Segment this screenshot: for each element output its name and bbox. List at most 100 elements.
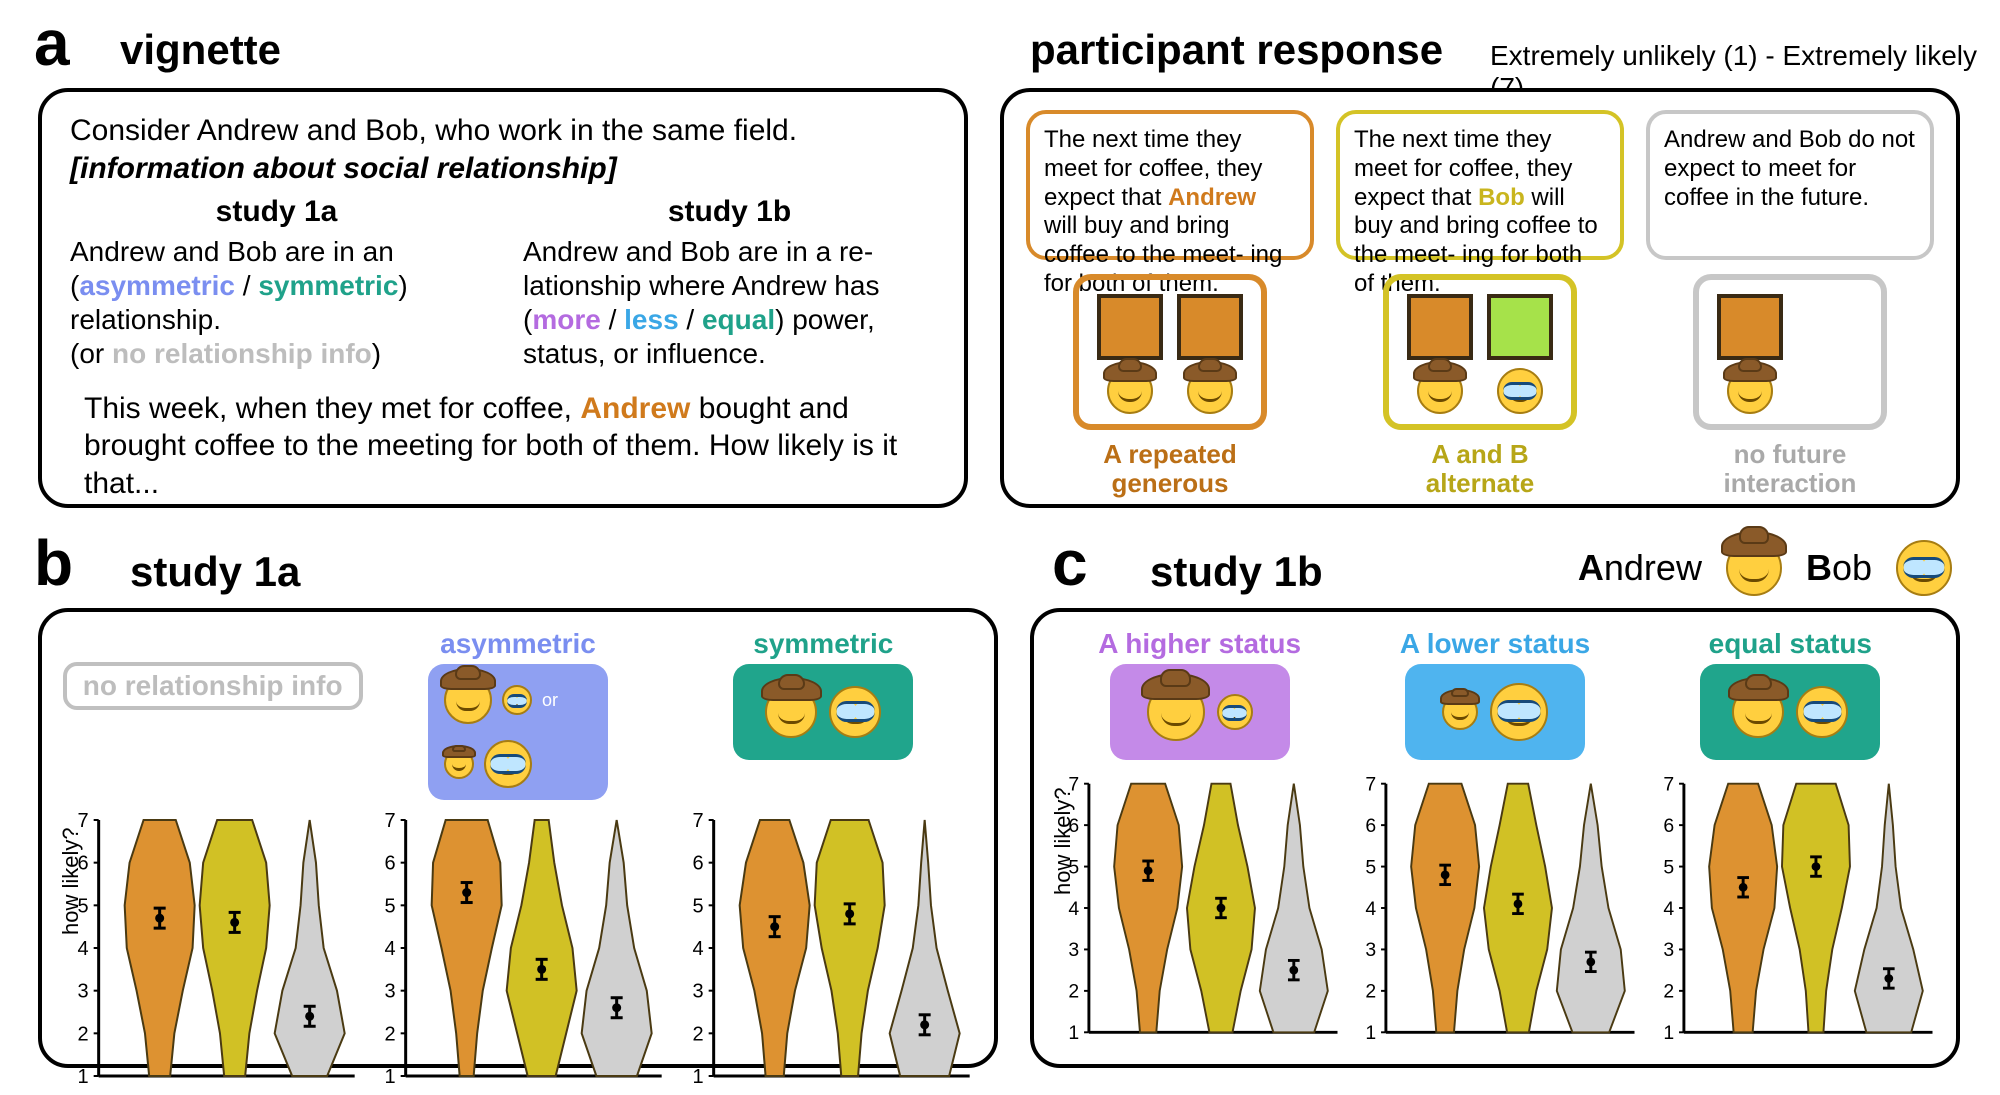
legend-bob: ob xyxy=(1832,547,1872,588)
svg-text:5: 5 xyxy=(1366,856,1377,878)
svg-text:4: 4 xyxy=(1068,898,1079,920)
cond-pill-noinfo: no relationship info xyxy=(63,662,363,710)
response-col-nofuture: Andrew and Bob do not expect to meet for… xyxy=(1646,110,1934,486)
cond-badge-lower xyxy=(1405,664,1585,760)
svg-text:3: 3 xyxy=(385,981,396,1003)
svg-text:2: 2 xyxy=(385,1023,396,1045)
vignette-line2: [information about social relationship] xyxy=(70,150,936,188)
bob-face-icon xyxy=(1490,683,1548,741)
svg-text:4: 4 xyxy=(1663,898,1674,920)
cond-b-noinfo: no relationship info xyxy=(60,628,365,710)
vignette-bottom: This week, when they met for coffee, And… xyxy=(70,390,936,503)
svg-text:1: 1 xyxy=(692,1066,703,1088)
bob-face-icon xyxy=(1217,694,1253,730)
andrew-face-icon xyxy=(1726,540,1782,596)
andrew-face-icon xyxy=(1187,368,1233,414)
bob-face-icon xyxy=(502,685,532,715)
violin-chart: 1234567 xyxy=(1349,768,1640,1048)
block-orange-icon xyxy=(1097,294,1163,360)
bob-face-icon xyxy=(829,686,881,738)
cond-badge-asym: or xyxy=(428,664,608,800)
svg-text:1: 1 xyxy=(1663,1022,1674,1044)
violin-chart: 1 2 3 4 5 6 7 xyxy=(367,808,668,1088)
cond-badge-sym xyxy=(733,664,913,760)
svg-text:2: 2 xyxy=(1663,981,1674,1003)
block-lime-icon xyxy=(1487,294,1553,360)
svg-text:1: 1 xyxy=(385,1066,396,1088)
block-orange-icon xyxy=(1407,294,1473,360)
s1a-head: study 1a xyxy=(70,195,483,229)
violin-chart: 1234567 xyxy=(1052,768,1343,1048)
andrew-face-icon xyxy=(1732,686,1784,738)
svg-text:6: 6 xyxy=(692,853,703,875)
vignette-top: Consider Andrew and Bob, who work in the… xyxy=(70,112,936,187)
andrew-face-icon xyxy=(1147,683,1205,741)
svg-text:7: 7 xyxy=(385,810,396,832)
legend: Andrew Bob xyxy=(1578,540,1952,596)
title-response: participant response xyxy=(1030,26,1443,74)
word-less: less xyxy=(624,304,679,335)
panel-letter-a: a xyxy=(34,6,70,80)
svg-text:6: 6 xyxy=(1663,815,1674,837)
y-axis-label: how likely? xyxy=(1050,787,1076,895)
svg-text:4: 4 xyxy=(1366,898,1377,920)
svg-text:4: 4 xyxy=(692,938,703,960)
chart-c_lower: 1234567 xyxy=(1349,768,1640,1048)
response-box: The next time they meet for coffee, they… xyxy=(1000,88,1960,508)
svg-text:5: 5 xyxy=(692,895,703,917)
svg-text:2: 2 xyxy=(78,1023,89,1045)
panel-letter-b: b xyxy=(34,526,73,600)
legend-bob-b: B xyxy=(1806,547,1832,588)
s1b-head: study 1b xyxy=(523,195,936,229)
response-label-2: A and Balternate xyxy=(1426,440,1534,497)
vignette-line1: Consider Andrew and Bob, who work in the… xyxy=(70,112,936,150)
bob-face-icon xyxy=(1497,368,1543,414)
cond-b-asym: asymmetric or xyxy=(365,628,670,800)
andrew-face-icon xyxy=(1727,368,1773,414)
panel-c-box: A higher status A lower status equal sta… xyxy=(1030,608,1960,1068)
chart-b_sym: 1234567 xyxy=(675,808,976,1088)
svg-text:7: 7 xyxy=(692,810,703,832)
svg-text:1: 1 xyxy=(1068,1022,1079,1044)
panel-letter-c: c xyxy=(1052,526,1088,600)
word-noinfo: no relationship info xyxy=(112,338,372,369)
violin-chart: 1234567 xyxy=(675,808,976,1088)
response-card-3: Andrew and Bob do not expect to meet for… xyxy=(1646,110,1934,260)
svg-text:7: 7 xyxy=(1663,773,1674,795)
svg-text:2: 2 xyxy=(1068,981,1079,1003)
svg-text:6: 6 xyxy=(385,853,396,875)
violin-chart: 1 2 3 4 5 6 7 xyxy=(1647,768,1938,1048)
svg-text:3: 3 xyxy=(78,981,89,1003)
svg-text:2: 2 xyxy=(1366,981,1377,1003)
bob-face-icon xyxy=(1896,540,1952,596)
legend-andrew-b: A xyxy=(1578,547,1604,588)
svg-text:1: 1 xyxy=(1366,1022,1377,1044)
andrew-face-icon xyxy=(1107,368,1153,414)
svg-text:7: 7 xyxy=(1366,773,1377,795)
block-orange-icon xyxy=(1177,294,1243,360)
andrew-face-icon xyxy=(1417,368,1463,414)
andrew-face-icon xyxy=(444,749,474,779)
chart-c_equal: 1 2 3 4 5 6 7 xyxy=(1647,768,1938,1048)
cond-badge-equal xyxy=(1700,664,1880,760)
svg-text:5: 5 xyxy=(385,895,396,917)
svg-text:4: 4 xyxy=(385,938,396,960)
response-iconbox-3 xyxy=(1693,274,1887,430)
cond-c-higher: A higher status xyxy=(1052,628,1347,760)
cond-b-sym: symmetric xyxy=(671,628,976,760)
cond-c-equal: equal status xyxy=(1643,628,1938,760)
svg-text:3: 3 xyxy=(1366,939,1377,961)
svg-text:4: 4 xyxy=(78,938,89,960)
response-card-1: The next time they meet for coffee, they… xyxy=(1026,110,1314,260)
svg-text:5: 5 xyxy=(1663,856,1674,878)
svg-text:3: 3 xyxy=(1068,939,1079,961)
svg-text:3: 3 xyxy=(1663,939,1674,961)
svg-text:1: 1 xyxy=(78,1066,89,1088)
response-col-alternate: The next time they meet for coffee, they… xyxy=(1336,110,1624,486)
andrew-face-icon xyxy=(765,686,817,738)
s1b-body: Andrew and Bob are in a re- lationship w… xyxy=(523,235,936,372)
response-iconbox-2 xyxy=(1383,274,1577,430)
title-study1b: study 1b xyxy=(1150,548,1323,596)
chart-b_asym: 1 2 3 4 5 6 7 xyxy=(367,808,668,1088)
bob-face-icon xyxy=(484,740,532,788)
